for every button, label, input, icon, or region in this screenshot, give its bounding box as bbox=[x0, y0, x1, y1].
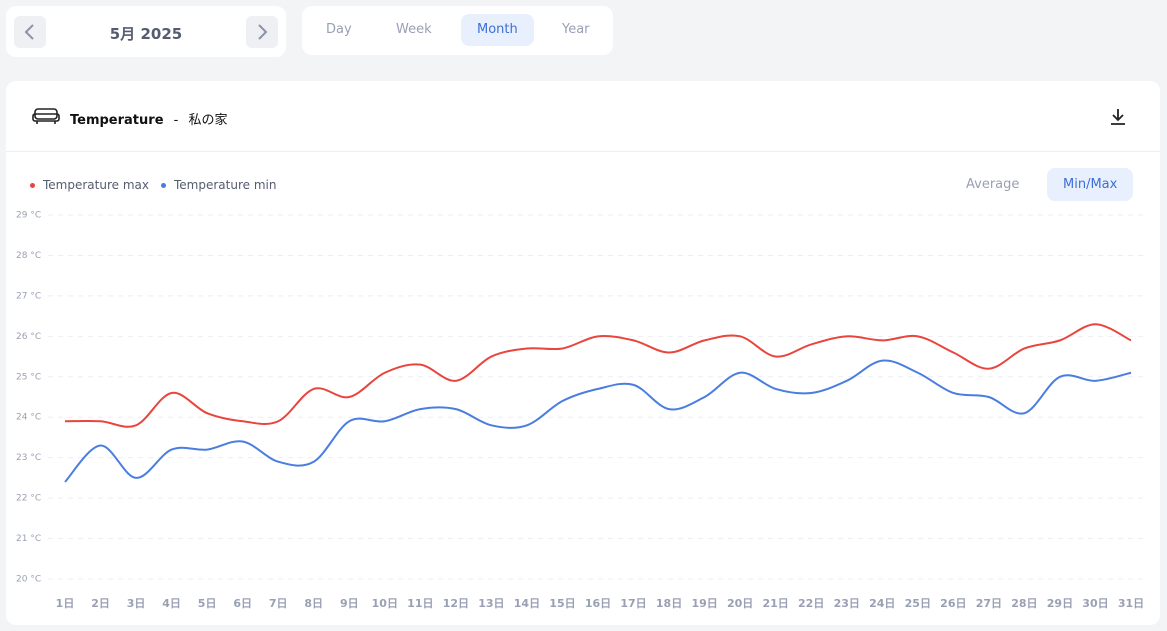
x-tick-label: 5日 bbox=[198, 597, 217, 610]
y-tick-label: 21 °C bbox=[16, 534, 41, 544]
x-tick-label: 17日 bbox=[620, 597, 646, 610]
mode-option[interactable]: Min/Max bbox=[1047, 168, 1134, 201]
x-tick-label: 12日 bbox=[443, 597, 469, 610]
x-tick-label: 20日 bbox=[727, 597, 753, 610]
prev-button[interactable] bbox=[14, 16, 46, 48]
x-tick-label: 31日 bbox=[1118, 597, 1144, 610]
x-tick-label: 30日 bbox=[1082, 597, 1108, 610]
range-tab[interactable]: Year bbox=[562, 22, 590, 37]
x-tick-label: 7日 bbox=[269, 597, 288, 610]
y-tick-label: 23 °C bbox=[16, 453, 41, 463]
card: Temperature - 私の家 bbox=[6, 81, 1160, 625]
y-tick-label: 27 °C bbox=[16, 291, 41, 301]
y-tick-label: 25 °C bbox=[16, 372, 41, 382]
x-tick-label: 22日 bbox=[798, 597, 824, 610]
download-button[interactable] bbox=[1108, 107, 1128, 127]
range-tabs: Day Week Month Year bbox=[302, 6, 613, 55]
x-tick-label: 29日 bbox=[1047, 597, 1073, 610]
x-tick-label: 13日 bbox=[478, 597, 504, 610]
location: 私の家 bbox=[188, 113, 228, 128]
series-line bbox=[64, 359, 1132, 483]
series-line bbox=[64, 323, 1132, 428]
date-nav: 5月 2025 bbox=[6, 6, 286, 57]
x-tick-label: 15日 bbox=[549, 597, 575, 610]
card-title: Temperature bbox=[70, 113, 164, 128]
x-tick-label: 18日 bbox=[656, 597, 682, 610]
x-tick-label: 16日 bbox=[585, 597, 611, 610]
x-tick-label: 2日 bbox=[91, 597, 110, 610]
x-tick-label: 14日 bbox=[514, 597, 540, 610]
x-tick-label: 1日 bbox=[56, 597, 75, 610]
range-tab[interactable]: Month bbox=[461, 14, 534, 46]
separator: - bbox=[173, 113, 179, 128]
x-tick-label: 10日 bbox=[372, 597, 398, 610]
y-tick-label: 26 °C bbox=[16, 332, 41, 342]
range-tab[interactable]: Day bbox=[326, 22, 352, 37]
legend-item: Temperature min bbox=[161, 178, 276, 192]
legend-item: Temperature max bbox=[30, 178, 149, 192]
divider bbox=[6, 151, 1160, 152]
legend-dot bbox=[161, 183, 166, 188]
x-tick-label: 28日 bbox=[1011, 597, 1037, 610]
x-tick-label: 3日 bbox=[127, 597, 146, 610]
x-tick-label: 4日 bbox=[162, 597, 181, 610]
x-tick-label: 19日 bbox=[691, 597, 717, 610]
x-tick-label: 21日 bbox=[763, 597, 789, 610]
y-tick-label: 28 °C bbox=[16, 251, 41, 261]
x-tick-label: 24日 bbox=[869, 597, 895, 610]
y-tick-label: 22 °C bbox=[16, 494, 41, 504]
sofa-icon bbox=[32, 108, 60, 124]
y-tick-label: 24 °C bbox=[16, 413, 41, 423]
legend-label: Temperature max bbox=[43, 178, 149, 192]
x-tick-label: 6日 bbox=[233, 597, 252, 610]
y-tick-label: 20 °C bbox=[16, 575, 41, 585]
x-tick-label: 26日 bbox=[940, 597, 966, 610]
range-tab[interactable]: Week bbox=[396, 22, 432, 37]
date-label: 5月 2025 bbox=[109, 25, 183, 43]
mode-option[interactable]: Average bbox=[966, 177, 1020, 192]
y-tick-label: 29 °C bbox=[16, 211, 41, 221]
x-tick-label: 9日 bbox=[340, 597, 359, 610]
x-tick-label: 27日 bbox=[976, 597, 1002, 610]
next-button[interactable] bbox=[246, 16, 278, 48]
x-tick-label: 25日 bbox=[905, 597, 931, 610]
legend-label: Temperature min bbox=[174, 178, 277, 192]
x-tick-label: 8日 bbox=[304, 597, 323, 610]
x-tick-label: 11日 bbox=[407, 597, 433, 610]
legend-dot bbox=[30, 183, 35, 188]
x-tick-label: 23日 bbox=[834, 597, 860, 610]
